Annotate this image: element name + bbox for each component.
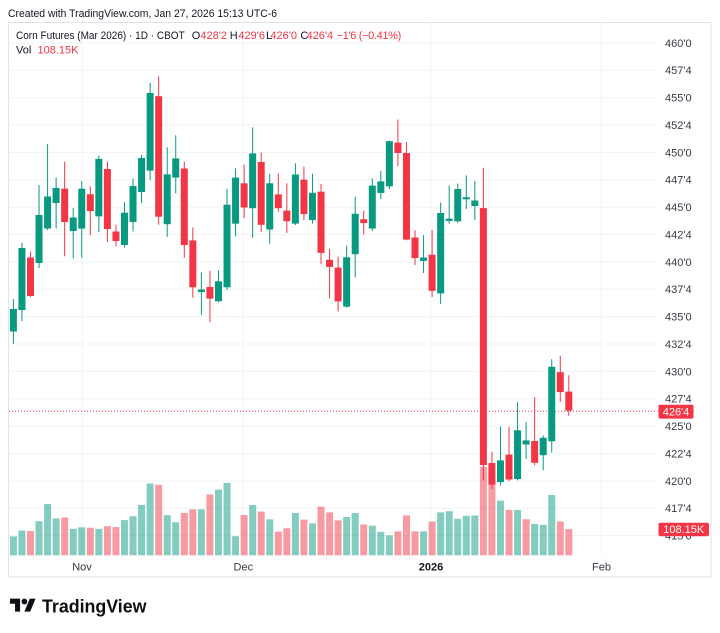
svg-text:417'4: 417'4 — [665, 503, 692, 515]
svg-text:427'4: 427'4 — [665, 394, 692, 406]
svg-text:H: H — [230, 30, 238, 42]
svg-text:426'4: 426'4 — [307, 30, 334, 42]
svg-text:435'0: 435'0 — [665, 312, 692, 324]
svg-text:452'4: 452'4 — [665, 120, 692, 132]
svg-text:Dec: Dec — [234, 562, 254, 574]
svg-text:440'0: 440'0 — [665, 257, 692, 269]
svg-text:432'4: 432'4 — [665, 339, 692, 351]
svg-text:426'0: 426'0 — [270, 30, 297, 42]
svg-text:Feb: Feb — [592, 562, 611, 574]
svg-text:2026: 2026 — [419, 562, 443, 574]
svg-text:420'0: 420'0 — [665, 476, 692, 488]
svg-text:455'0: 455'0 — [665, 93, 692, 105]
svg-text:O: O — [192, 30, 201, 42]
svg-text:426'4: 426'4 — [663, 406, 690, 418]
svg-text:442'4: 442'4 — [665, 229, 692, 241]
svg-text:TradingView: TradingView — [42, 596, 147, 617]
svg-text:Nov: Nov — [72, 562, 92, 574]
svg-text:425'0: 425'0 — [665, 421, 692, 433]
svg-text:422'4: 422'4 — [665, 448, 692, 460]
svg-text:Corn Futures (Mar 2026) · 1D ·: Corn Futures (Mar 2026) · 1D · CBOT — [16, 30, 185, 42]
svg-text:L: L — [266, 30, 272, 42]
svg-text:Created with TradingView.com,: Created with TradingView.com, Jan 27, 20… — [8, 8, 277, 20]
svg-text:430'0: 430'0 — [665, 366, 692, 378]
svg-text:437'4: 437'4 — [665, 284, 692, 296]
svg-text:−1'6 (−0.41%): −1'6 (−0.41%) — [337, 30, 401, 42]
svg-text:428'2: 428'2 — [200, 30, 227, 42]
svg-text:460'0: 460'0 — [665, 38, 692, 50]
svg-text:108.15K: 108.15K — [663, 524, 705, 536]
svg-text:457'4: 457'4 — [665, 65, 692, 77]
svg-text:C: C — [300, 30, 308, 42]
svg-text:445'0: 445'0 — [665, 202, 692, 214]
svg-text:450'0: 450'0 — [665, 147, 692, 159]
svg-text:429'6: 429'6 — [238, 30, 265, 42]
svg-text:447'4: 447'4 — [665, 175, 692, 187]
